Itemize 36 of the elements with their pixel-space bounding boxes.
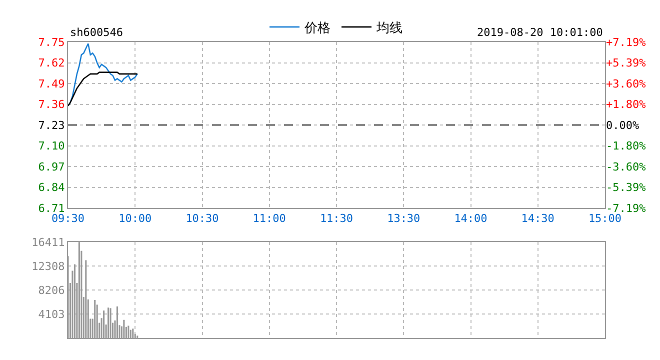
x-tick-label: 09:30 — [51, 212, 85, 226]
y2-tick-label: -1.80% — [606, 140, 646, 153]
x-tick-label: 13:30 — [387, 212, 420, 226]
text: 2019-08-20 10:01:00 — [477, 26, 603, 39]
y-tick-label: 7.75 — [38, 36, 65, 49]
y-tick-label: 4103 — [38, 308, 65, 321]
y2-tick-label: +3.60% — [606, 77, 646, 90]
y2-tick-label: -5.39% — [606, 181, 646, 194]
y-tick-label: 7.36 — [38, 98, 65, 112]
legend-label: 均线 — [376, 21, 402, 36]
y-tick-label: 7.62 — [38, 56, 65, 70]
y2-tick-label: 0.00% — [606, 118, 640, 132]
y2-tick-label: +5.39% — [606, 56, 646, 70]
y-tick-label: 8206 — [38, 284, 65, 297]
line-series — [68, 72, 138, 106]
x-tick-label: 15:00 — [588, 212, 622, 226]
y-tick-label: 6.84 — [38, 181, 66, 194]
y2-tick-label: -7.19% — [606, 202, 646, 215]
x-tick-label: 11:30 — [320, 212, 354, 226]
y-tick-label: 7.49 — [38, 77, 65, 90]
y-tick-label: 12308 — [32, 260, 65, 273]
y-tick-label: 6.71 — [38, 202, 65, 215]
x-tick-label: 11:00 — [252, 212, 286, 226]
x-tick-label: 14:00 — [454, 212, 488, 226]
legend-label: 价格 — [304, 21, 330, 36]
y-tick-label: 16411 — [32, 236, 65, 249]
x-tick-label: 10:00 — [118, 212, 152, 226]
x-tick-label: 10:30 — [186, 212, 219, 226]
y2-tick-label: +7.19% — [606, 36, 646, 49]
y2-tick-label: +1.80% — [606, 98, 646, 112]
y2-tick-label: -3.60% — [606, 160, 646, 174]
y-tick-label: 6.97 — [38, 160, 65, 174]
y-tick-label: 7.10 — [38, 140, 65, 153]
x-tick-label: 14:30 — [521, 212, 554, 226]
y-tick-label: 7.23 — [38, 118, 65, 132]
chart-title: sh600546 — [70, 26, 123, 39]
